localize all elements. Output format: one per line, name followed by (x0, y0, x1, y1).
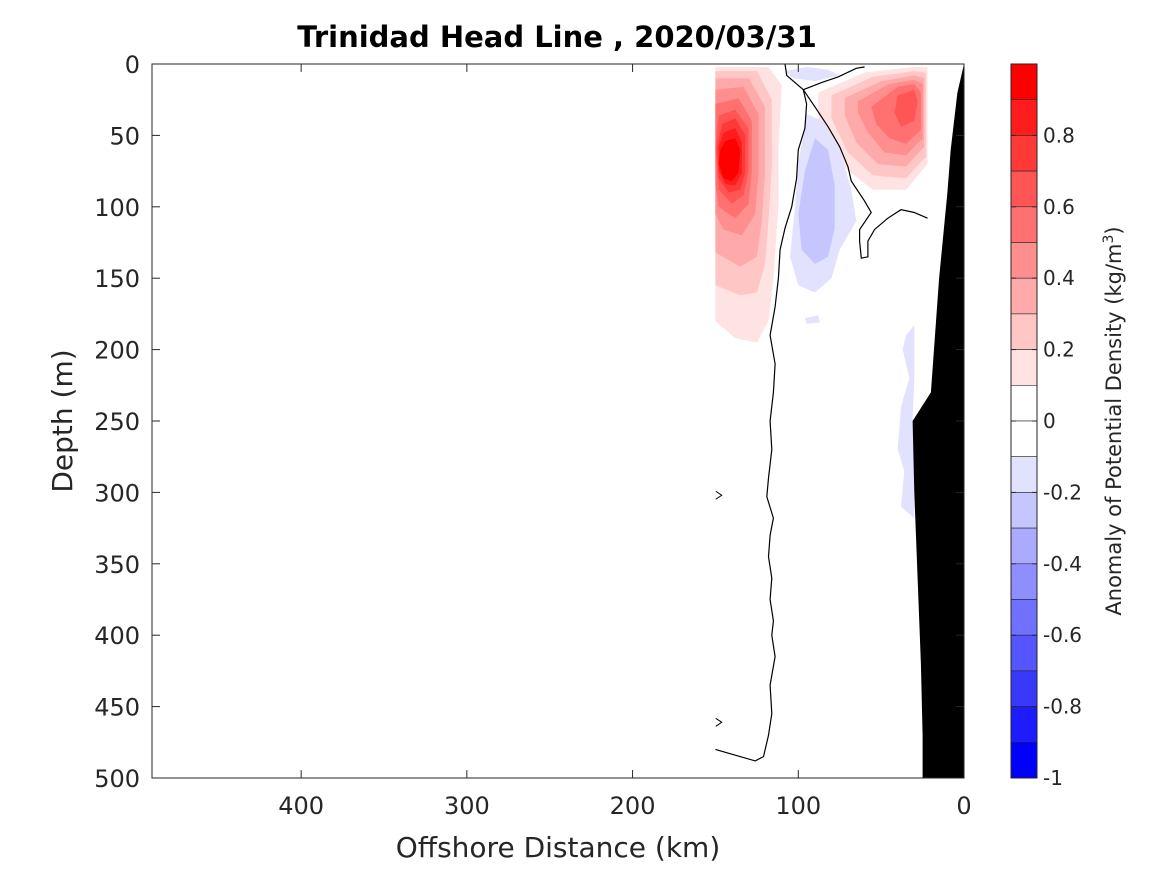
y-tick-label: 50 (109, 122, 140, 150)
colorbar-swatch-2 (1010, 135, 1038, 172)
y-tick-label: 100 (94, 194, 140, 222)
x-tick-label: 200 (610, 792, 656, 820)
y-tick-label: 350 (94, 551, 140, 579)
y-tick-label: 0 (125, 51, 140, 79)
colorbar-swatch-16 (1010, 634, 1038, 672)
bathymetry-shelf (912, 64, 964, 778)
positive-anomaly-offshore-level-8 (718, 138, 741, 182)
colorbar-swatch-8 (1010, 349, 1038, 386)
negative-anomaly-mid-level-1 (798, 138, 835, 264)
y-axis: 0 50 100 150 200 250 300 350 400 450 500 (94, 51, 964, 793)
colorbar-label: Anomaly of Potential Density (kg/m3) (1101, 226, 1126, 615)
colorbar-tick-label: 0.4 (1043, 266, 1075, 290)
colorbar-tick-label: -1 (1043, 766, 1063, 790)
x-tick-label: 300 (444, 792, 490, 820)
x-tick-label: 0 (956, 792, 971, 820)
colorbar-tick-label: 0.2 (1043, 338, 1075, 362)
chart-title: Trinidad Head Line , 2020/03/31 (297, 20, 817, 54)
y-tick-label: 500 (94, 765, 140, 793)
colorbar-label-end: ) (1102, 226, 1126, 234)
colorbar-swatch-6 (1010, 277, 1038, 315)
colorbar-tick-label: -0.8 (1043, 695, 1082, 719)
y-axis-label: Depth (m) (46, 349, 79, 492)
colorbar-swatch-12 (1010, 492, 1038, 529)
zero-contour-line-2 (802, 89, 928, 259)
colorbar-tick-label: -0.6 (1043, 623, 1082, 647)
positive-anomaly-nearshore-level-5 (894, 89, 918, 127)
zero-contour-marker-1 (715, 717, 723, 727)
zero-contour-layer (715, 64, 928, 762)
zero-contour-line-1 (803, 66, 865, 91)
colorbar-swatch-19 (1010, 741, 1038, 779)
colorbar-tick-label: 0.6 (1043, 195, 1075, 219)
colorbar-swatch-0 (1010, 63, 1038, 101)
colorbar-swatch-4 (1010, 206, 1038, 243)
colorbar-tick-label: 0 (1043, 409, 1056, 433)
colorbar-label-main: Anomaly of Potential Density (kg/m (1102, 244, 1126, 616)
x-axis-label: Offshore Distance (km) (396, 831, 721, 864)
colorbar-ticks: 0.8 0.6 0.4 0.2 0 -0.2 -0.4 -0.6 -0.8 -1 (1011, 123, 1082, 790)
colorbar-swatch-13 (1010, 527, 1038, 565)
y-tick-label: 200 (94, 337, 140, 365)
colorbar-swatch-11 (1010, 456, 1038, 493)
colorbar-swatch-5 (1010, 242, 1038, 279)
x-tick-label: 100 (775, 792, 821, 820)
colorbar-tick-label: -0.4 (1043, 552, 1082, 576)
negative-anomaly-deep (897, 325, 915, 519)
y-tick-label: 150 (94, 265, 140, 293)
colorbar-swatch-15 (1010, 599, 1038, 636)
bathymetry-layer (912, 64, 964, 778)
colorbar-swatch-9 (1010, 384, 1038, 422)
x-axis: 400 300 200 100 0 (278, 64, 972, 820)
zero-contour-marker-0 (715, 490, 723, 500)
colorbar (1010, 63, 1038, 779)
colorbar-swatch-14 (1010, 563, 1038, 600)
y-tick-label: 450 (94, 694, 140, 722)
colorbar-swatch-3 (1010, 170, 1038, 208)
y-tick-label: 300 (94, 479, 140, 507)
y-tick-label: 400 (94, 622, 140, 650)
colorbar-swatch-17 (1010, 670, 1038, 707)
colorbar-swatch-10 (1010, 420, 1038, 458)
colorbar-tick-label: -0.2 (1043, 480, 1082, 504)
colorbar-tick-label: 0.8 (1043, 123, 1075, 147)
contour-fill-layer (715, 66, 928, 519)
y-tick-label: 250 (94, 408, 140, 436)
colorbar-swatch-7 (1010, 313, 1038, 350)
negative-anomaly-small (804, 315, 820, 324)
x-tick-label: 400 (278, 792, 324, 820)
colorbar-swatch-18 (1010, 706, 1038, 743)
colorbar-label-superscript: 3 (1101, 235, 1117, 244)
zero-contour-line-0 (715, 64, 808, 762)
colorbar-swatch-1 (1010, 99, 1038, 136)
